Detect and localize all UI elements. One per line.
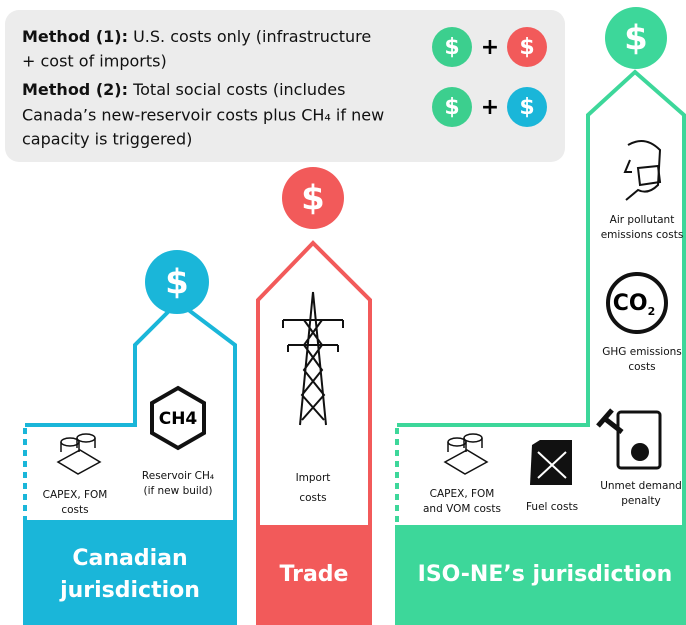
method-text: Canada’s new-reservoir costs plus CH₄ if…: [22, 106, 384, 125]
cost-label: costs: [299, 492, 326, 504]
cost-label: CAPEX, FOM: [430, 488, 495, 500]
co2-main: CO: [613, 291, 648, 316]
column-title: ISO-NE’s jurisdiction: [418, 562, 673, 587]
cost-label: Reservoir CH₄: [142, 470, 214, 482]
cost-label: costs: [628, 361, 655, 373]
dollar-icon: [507, 87, 547, 127]
cost-label: costs: [61, 504, 88, 516]
ch4-icon: [150, 385, 206, 451]
legend-box: [5, 10, 565, 162]
capex-icon: [56, 433, 102, 475]
method-label: Method (2):: [22, 80, 128, 99]
column-base: [256, 525, 372, 625]
legend-line: Method (1): U.S. costs only (infrastruct…: [22, 27, 371, 46]
column-title: jurisdiction: [59, 578, 200, 603]
plus: +: [481, 35, 499, 60]
column-base: [395, 525, 686, 625]
co2-icon: [606, 272, 668, 334]
mask-icon: [623, 140, 662, 201]
dollar: $: [519, 95, 534, 120]
dollar-icon: [145, 250, 209, 314]
coin-icon: [631, 443, 649, 461]
co2-text: CO2: [613, 291, 656, 318]
outline: [256, 240, 372, 625]
dollar: $: [519, 35, 534, 60]
dollar: $: [165, 263, 189, 303]
dollar-icon: [432, 87, 472, 127]
method-text: Total social costs (includes: [132, 80, 345, 99]
legend-line: Method (2): Total social costs (includes: [22, 80, 345, 99]
cost-label: GHG emissions: [602, 346, 682, 358]
outline: [397, 69, 686, 625]
cost-label: penalty: [621, 495, 660, 507]
dollar-icon: [507, 27, 547, 67]
cost-label: and VOM costs: [423, 503, 501, 515]
canadian-column: Canadian jurisdiction $ CAPEX, FOM costs…: [23, 250, 237, 625]
trade-column: Trade $ Import costs: [256, 167, 372, 625]
cost-label: Unmet demand: [600, 480, 682, 492]
cost-label: emissions costs: [601, 229, 684, 241]
column-base: [23, 520, 237, 625]
tower-icon: [282, 291, 344, 426]
legend-icons: $ + $ $ + $: [432, 27, 547, 127]
method-text: + cost of imports): [22, 52, 167, 71]
cost-label: Fuel costs: [526, 501, 578, 513]
iso-column: ISO-NE’s jurisdiction $ Air pollutant em…: [395, 7, 686, 625]
gavel-icon: [596, 408, 624, 434]
ch4-icon-text: CH4: [159, 409, 198, 429]
method-text: capacity is triggered): [22, 130, 192, 149]
cost-label: Air pollutant: [610, 214, 675, 226]
cost-label: CAPEX, FOM: [43, 489, 108, 501]
dollar: $: [444, 35, 459, 60]
clipboard-icon: [616, 410, 662, 470]
dollar: $: [301, 179, 325, 219]
fuel-can-mark: [537, 451, 567, 479]
dollar-icon: [432, 27, 472, 67]
capex-icon: [443, 433, 489, 475]
outline: [25, 299, 237, 625]
cost-label: Import: [296, 472, 331, 484]
plus: +: [481, 95, 499, 120]
column-title: Canadian: [72, 546, 187, 571]
dollar-icon: [282, 167, 344, 229]
column-title: Trade: [280, 562, 349, 587]
dollar: $: [624, 19, 648, 59]
co2-sub: 2: [648, 305, 656, 318]
dollar: $: [444, 95, 459, 120]
cost-label: (if new build): [143, 485, 212, 497]
method-text: U.S. costs only (infrastructure: [133, 27, 371, 46]
dollar-icon: [605, 7, 667, 69]
method-label: Method (1):: [22, 27, 128, 46]
